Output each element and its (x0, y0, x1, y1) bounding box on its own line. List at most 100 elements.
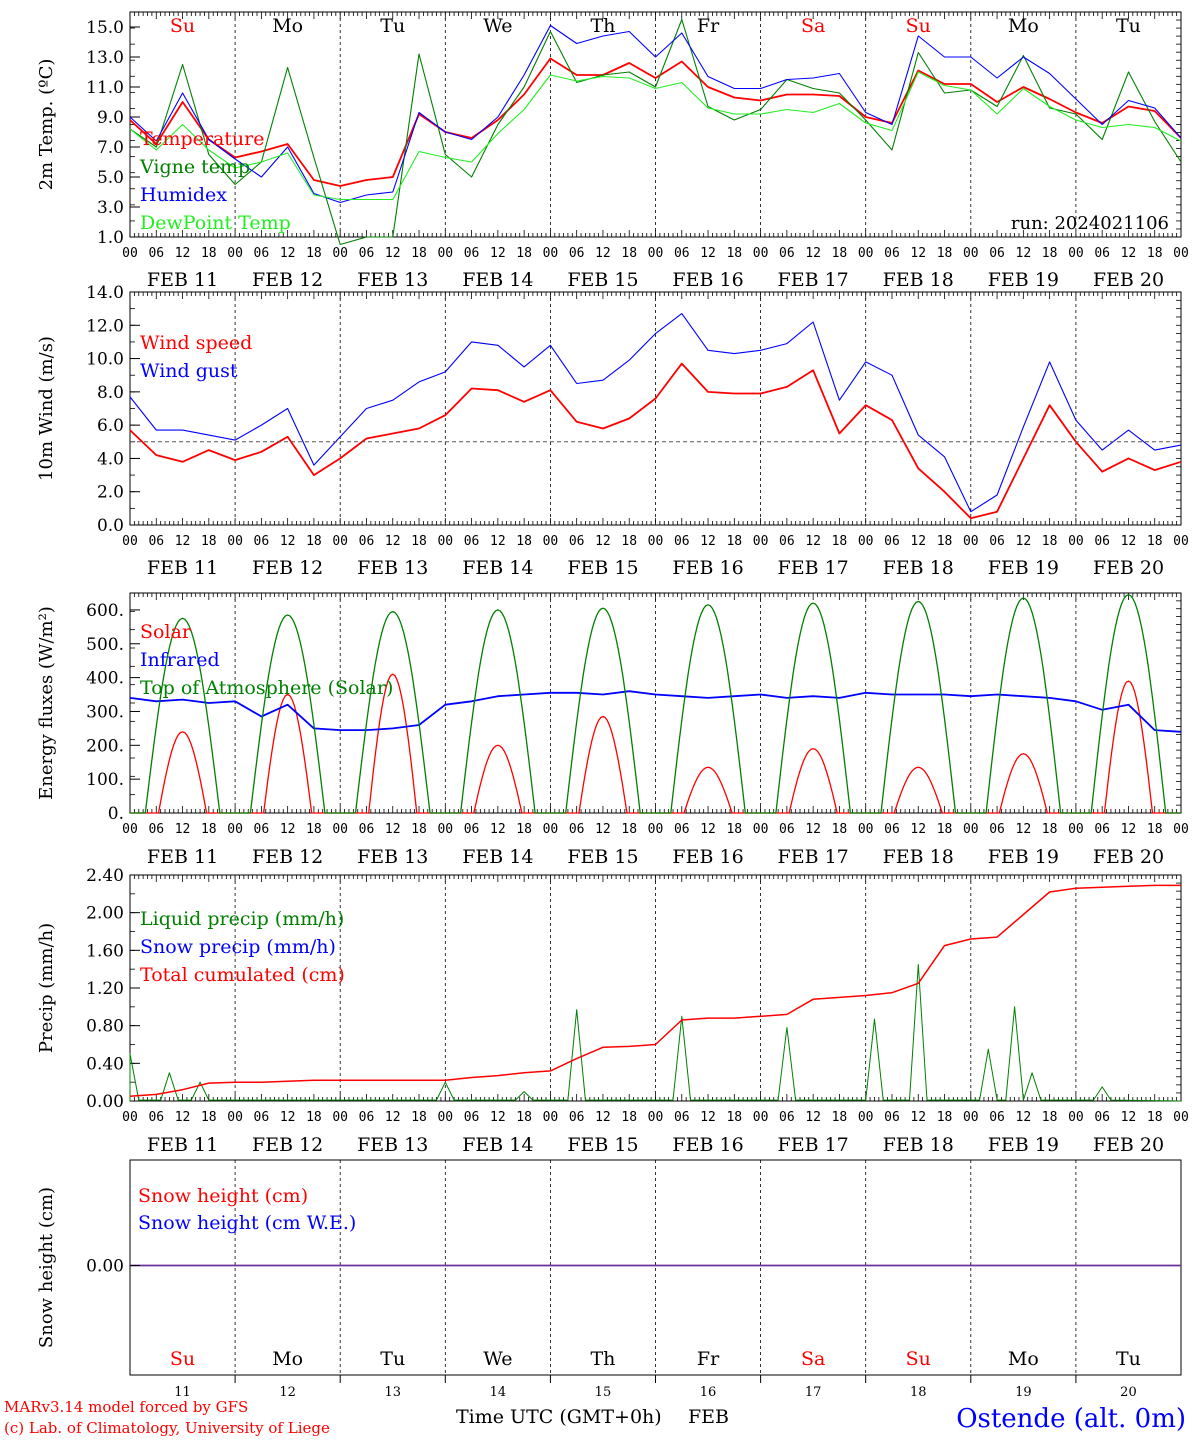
wind-hour-label: 06 (254, 534, 270, 549)
wind-hour-label: 06 (569, 534, 585, 549)
wind-date-label: FEB 13 (357, 557, 428, 579)
temperature-hour-label: 06 (1094, 246, 1110, 261)
wind-hour-label: 00 (1068, 534, 1084, 549)
energy-hour-label: 12 (700, 822, 716, 837)
precip-date-label: FEB 17 (778, 1134, 849, 1156)
energy-hour-label: 00 (437, 822, 453, 837)
precip-series-liquid-precip-mm-h- (129, 964, 1182, 1102)
energy-hour-label: 18 (726, 822, 742, 837)
temperature-y-tick-label: 7.0 (97, 138, 124, 158)
temperature-y-tick-label: 9.0 (97, 108, 124, 128)
energy-hour-label: 12 (805, 822, 821, 837)
wind-y-tick-label: 6.0 (97, 416, 124, 436)
wind-hour-label: 00 (963, 534, 979, 549)
wind-hour-label: 06 (359, 534, 375, 549)
weekday-label: Th (590, 15, 615, 37)
temperature-date-label: FEB 13 (357, 269, 428, 291)
temperature-series-humidex (129, 24, 1182, 204)
energy-hour-label: 06 (1094, 822, 1110, 837)
temperature-hour-label: 18 (201, 246, 217, 261)
wind-hour-label: 00 (122, 534, 138, 549)
snow-day-number: 13 (384, 1385, 401, 1400)
temperature-hour-label: 00 (648, 246, 664, 261)
precip-hour-label: 18 (1042, 1110, 1058, 1125)
temperature-date-label: FEB 17 (778, 269, 849, 291)
wind-hour-label: 18 (621, 534, 637, 549)
weekday-label: Tu (1116, 15, 1141, 37)
wind-hour-label: 00 (648, 534, 664, 549)
wind-date-label: FEB 14 (462, 557, 533, 579)
snow-weekday-label: Sa (801, 1348, 825, 1370)
snow-weekday-label: Fr (697, 1348, 720, 1370)
wind-hour-label: 12 (385, 534, 401, 549)
precip-date-label: FEB 18 (883, 1134, 954, 1156)
temperature-y-tick-label: 3.0 (97, 198, 124, 218)
temperature-hour-label: 12 (595, 246, 611, 261)
energy-hour-label: 18 (201, 822, 217, 837)
energy-date-label: FEB 16 (672, 846, 743, 868)
precip-series-total-cumulated-cm- (129, 884, 1181, 1098)
energy-hour-label: 18 (516, 822, 532, 837)
precip-hour-label: 12 (595, 1110, 611, 1125)
wind-legend-entry: Wind speed (140, 332, 252, 354)
wind-hour-label: 06 (779, 534, 795, 549)
energy-date-label: FEB 17 (778, 846, 849, 868)
energy-hour-label: 18 (1042, 822, 1058, 837)
precip-date-label: FEB 19 (988, 1134, 1059, 1156)
energy-hour-label: 00 (1173, 822, 1189, 837)
energy-hour-label: 06 (464, 822, 480, 837)
energy-hour-label: 00 (1068, 822, 1084, 837)
temperature-series-dewpoint-temp (129, 71, 1182, 201)
precip-hour-label: 06 (1094, 1110, 1110, 1125)
snow-weekday-label: Tu (1116, 1348, 1141, 1370)
snow-day-number: 12 (279, 1385, 296, 1400)
wind-hour-label: 12 (805, 534, 821, 549)
precip-hour-label: 18 (201, 1110, 217, 1125)
temperature-y-tick-label: 13.0 (86, 48, 124, 68)
weekday-label: We (483, 15, 512, 37)
temperature-hour-label: 12 (385, 246, 401, 261)
energy-y-tick-label: 500. (86, 635, 124, 655)
snow-day-number: 20 (1120, 1385, 1137, 1400)
weekday-label: Su (906, 15, 931, 37)
temperature-hour-label: 00 (858, 246, 874, 261)
precip-hour-label: 06 (989, 1110, 1005, 1125)
snow-day-number: 11 (174, 1385, 191, 1400)
precip-hour-label: 18 (832, 1110, 848, 1125)
temperature-hour-label: 06 (884, 246, 900, 261)
energy-date-label: FEB 18 (883, 846, 954, 868)
wind-date-label: FEB 17 (778, 557, 849, 579)
energy-hour-label: 06 (569, 822, 585, 837)
temperature-hour-label: 00 (437, 246, 453, 261)
temperature-y-tick-label: 11.0 (86, 78, 124, 98)
energy-date-label: FEB 13 (357, 846, 428, 868)
energy-hour-label: 18 (832, 822, 848, 837)
energy-hour-label: 18 (411, 822, 427, 837)
temperature-hour-label: 12 (490, 246, 506, 261)
precip-hour-label: 00 (332, 1110, 348, 1125)
wind-hour-label: 18 (201, 534, 217, 549)
wind-hour-label: 06 (884, 534, 900, 549)
wind-hour-label: 18 (832, 534, 848, 549)
snow-day-number: 14 (490, 1385, 507, 1400)
precip-y-tick-label: 0.40 (86, 1054, 124, 1074)
precip-hour-label: 00 (753, 1110, 769, 1125)
energy-hour-label: 06 (359, 822, 375, 837)
precip-date-label: FEB 11 (147, 1134, 218, 1156)
wind-hour-label: 18 (516, 534, 532, 549)
precip-legend-entry: Liquid precip (mm/h) (140, 908, 344, 930)
energy-hour-label: 06 (779, 822, 795, 837)
temperature-hour-label: 18 (832, 246, 848, 261)
temperature-hour-label: 06 (148, 246, 164, 261)
precip-hour-label: 00 (1173, 1110, 1189, 1125)
temperature-hour-label: 06 (779, 246, 795, 261)
precip-hour-label: 12 (910, 1110, 926, 1125)
wind-hour-label: 06 (674, 534, 690, 549)
precip-hour-label: 12 (490, 1110, 506, 1125)
temperature-hour-label: 18 (621, 246, 637, 261)
precip-date-label: FEB 15 (567, 1134, 638, 1156)
temperature-hour-label: 12 (1016, 246, 1032, 261)
precip-y-tick-label: 2.00 (86, 904, 124, 924)
wind-hour-label: 12 (490, 534, 506, 549)
